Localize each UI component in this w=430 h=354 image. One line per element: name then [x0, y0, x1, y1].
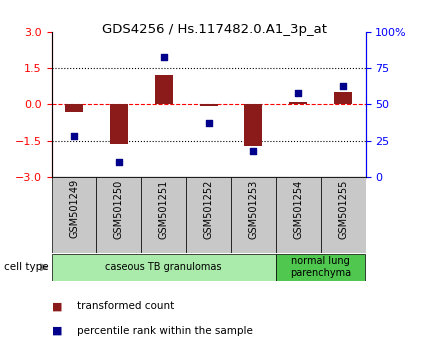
Bar	[96, 177, 141, 253]
Text: GSM501253: GSM501253	[249, 179, 258, 239]
Text: GSM501251: GSM501251	[159, 179, 169, 239]
Point	[205, 120, 212, 126]
Text: ■: ■	[52, 301, 62, 311]
Text: GSM501255: GSM501255	[338, 179, 348, 239]
Point	[160, 54, 167, 59]
Bar	[276, 254, 366, 281]
Text: GDS4256 / Hs.117482.0.A1_3p_at: GDS4256 / Hs.117482.0.A1_3p_at	[102, 23, 328, 36]
Bar	[65, 104, 83, 112]
Bar	[52, 254, 276, 281]
Text: percentile rank within the sample: percentile rank within the sample	[77, 326, 253, 336]
Text: normal lung
parenchyma: normal lung parenchyma	[290, 256, 351, 278]
Bar	[231, 177, 276, 253]
Text: GSM501254: GSM501254	[293, 179, 303, 239]
Bar	[155, 75, 173, 104]
Point	[71, 133, 77, 139]
Bar	[244, 104, 262, 146]
Text: cell type: cell type	[4, 262, 49, 272]
Bar	[334, 92, 352, 104]
Bar	[321, 177, 365, 253]
Bar	[186, 177, 231, 253]
Point	[340, 83, 347, 88]
Point	[250, 148, 257, 154]
Bar	[276, 177, 321, 253]
Text: GSM501249: GSM501249	[69, 179, 79, 238]
Text: caseous TB granulomas: caseous TB granulomas	[105, 262, 222, 272]
Bar	[52, 177, 96, 253]
Bar	[289, 102, 307, 104]
Text: transformed count: transformed count	[77, 301, 175, 311]
Text: ■: ■	[52, 326, 62, 336]
Bar	[141, 177, 186, 253]
Text: GSM501250: GSM501250	[114, 179, 124, 239]
Bar	[110, 104, 128, 144]
Point	[295, 90, 302, 96]
Bar	[200, 104, 218, 105]
Point	[115, 160, 122, 165]
Text: GSM501252: GSM501252	[203, 179, 214, 239]
